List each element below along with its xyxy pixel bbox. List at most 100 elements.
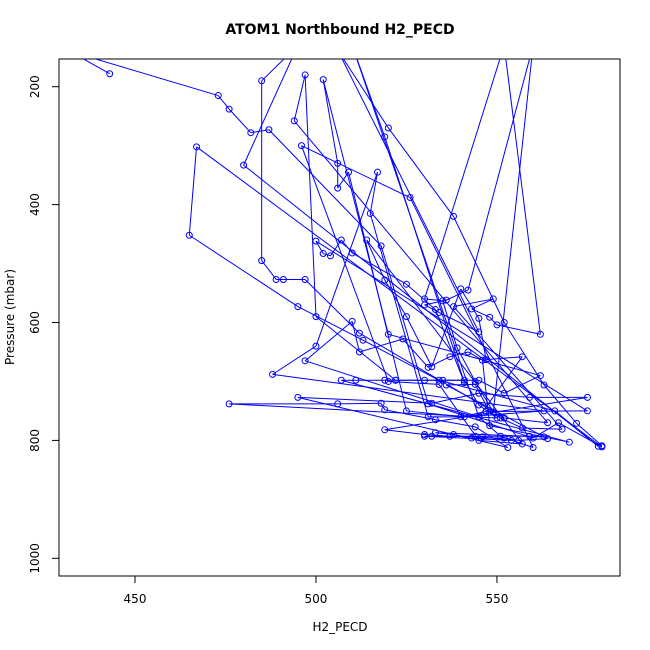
data-point	[471, 380, 479, 388]
series-segment	[293, 74, 306, 122]
data-point	[334, 400, 342, 408]
data-point	[377, 399, 385, 407]
series-segment	[93, 59, 219, 97]
series-segment	[505, 59, 541, 335]
series-segment	[272, 345, 317, 375]
data-point	[583, 393, 591, 401]
series-segment	[474, 426, 509, 448]
series-segment	[453, 298, 494, 308]
data-point	[536, 330, 544, 338]
series-segment	[478, 356, 523, 418]
plot-frame	[58, 58, 621, 577]
data-point	[381, 376, 389, 384]
series-segment	[304, 74, 317, 317]
data-point	[551, 407, 559, 415]
series-segment	[474, 384, 491, 413]
data-point	[544, 435, 552, 443]
series-segment	[486, 410, 588, 413]
series-segment	[315, 172, 378, 347]
data-point	[377, 242, 385, 250]
series-segment	[380, 245, 429, 405]
data-point	[384, 124, 392, 132]
x-tick-label: 450	[124, 592, 147, 606]
series-segment	[384, 136, 465, 383]
series-segment	[384, 429, 425, 436]
series-segment	[243, 59, 293, 166]
series-segment	[438, 312, 480, 333]
series-segment	[348, 172, 407, 412]
series-segment	[359, 332, 505, 419]
data-point	[583, 407, 591, 415]
data-point	[500, 389, 508, 397]
series-segment	[297, 396, 508, 448]
series-segment	[293, 120, 548, 424]
data-point	[460, 413, 468, 421]
series-segment	[464, 410, 545, 418]
data-point	[384, 330, 392, 338]
data-point	[482, 356, 490, 364]
series-segment	[243, 164, 599, 447]
data-point	[225, 400, 233, 408]
data-point	[482, 408, 490, 416]
data-point	[439, 297, 447, 305]
data-point	[536, 372, 544, 380]
series-segment	[518, 438, 548, 441]
series-segment	[474, 381, 494, 413]
data-point	[507, 436, 515, 444]
series-segment	[297, 306, 364, 341]
data-point	[475, 328, 483, 336]
data-point	[431, 416, 439, 424]
data-point	[471, 432, 479, 440]
data-point	[424, 413, 432, 421]
data-point	[540, 407, 548, 415]
data-point	[381, 276, 389, 284]
data-point	[301, 275, 309, 283]
series-segment	[228, 108, 252, 134]
data-point	[363, 236, 371, 244]
data-point	[269, 370, 277, 378]
data-point	[450, 431, 458, 439]
series-segment	[388, 380, 440, 385]
data-point	[384, 377, 392, 385]
data-point	[424, 400, 432, 408]
data-point	[272, 275, 280, 283]
series-segment	[424, 435, 512, 441]
series-segment	[434, 309, 465, 383]
data-point	[381, 133, 389, 141]
series-segment	[387, 127, 454, 217]
data-point	[594, 442, 602, 450]
series-segment	[453, 306, 563, 430]
series-segment	[478, 392, 530, 398]
plot-area	[82, 59, 606, 451]
y-tick-label: 1000	[28, 543, 42, 574]
data-point	[431, 429, 439, 437]
series-segment	[261, 59, 285, 82]
data-point	[352, 376, 360, 384]
data-point	[366, 209, 374, 217]
data-point	[471, 423, 479, 431]
series-segment	[427, 356, 451, 368]
data-point	[464, 348, 472, 356]
series-segment	[478, 439, 523, 445]
data-point	[258, 257, 266, 265]
data-point	[457, 413, 465, 421]
data-point	[446, 432, 454, 440]
data-point	[359, 336, 367, 344]
series-segment	[315, 240, 324, 254]
series-segment	[406, 283, 436, 310]
data-point	[489, 295, 497, 303]
series-segment	[467, 59, 531, 291]
data-point	[193, 143, 201, 151]
data-point	[319, 76, 327, 84]
x-axis-title: H2_PECD	[312, 620, 367, 634]
series-segment	[322, 79, 339, 164]
data-point	[337, 376, 345, 384]
data-point	[464, 286, 472, 294]
series-segment	[496, 324, 541, 335]
data-point	[598, 442, 606, 450]
series-segment	[504, 437, 519, 441]
data-point	[529, 443, 537, 451]
series-segment	[486, 356, 523, 361]
